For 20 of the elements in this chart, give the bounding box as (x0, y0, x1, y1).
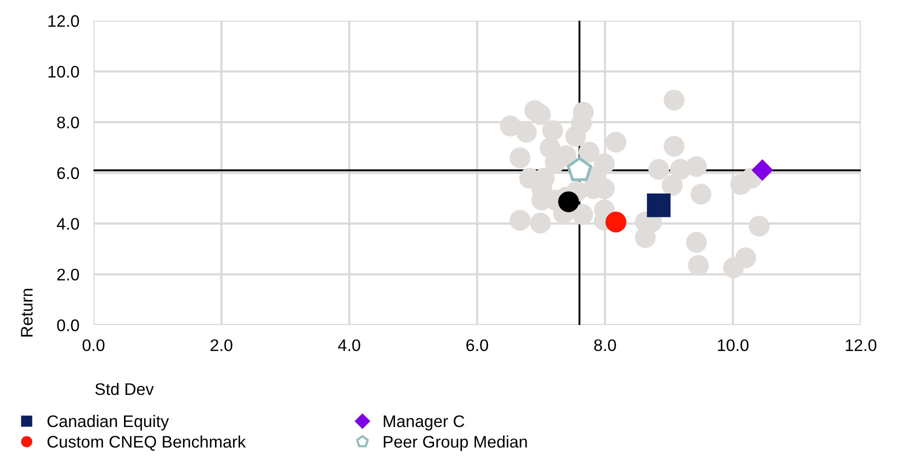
x-tick-label: 2.0 (210, 339, 232, 352)
y-tick-label: 2.0 (57, 268, 79, 280)
y-tick-label: 10.0 (48, 66, 79, 78)
x-tick-label: 0.0 (82, 339, 104, 352)
x-tick-label: 8.0 (594, 339, 616, 352)
y-axis-title: Return (21, 288, 33, 336)
legend-label: Custom CNEQ Benchmark (48, 435, 246, 451)
x-tick-label: 10.0 (718, 339, 748, 352)
legend-label: Canadian Equity (48, 414, 169, 430)
y-tick-label: 8.0 (57, 116, 79, 128)
x-tick-label: 12.0 (846, 339, 876, 352)
y-tick-label: 4.0 (56, 218, 79, 230)
y-tick-label: 12.0 (48, 15, 79, 27)
y-tick-label: 6.0 (57, 167, 79, 180)
legend-label: Peer Group Median (384, 435, 527, 451)
x-tick-label: 6.0 (466, 339, 488, 352)
x-tick-label: 4.0 (338, 339, 360, 352)
y-tick-label: 0.0 (57, 319, 79, 332)
legend-label: Manager C (384, 415, 464, 430)
x-axis-title: Std Dev (95, 382, 154, 396)
